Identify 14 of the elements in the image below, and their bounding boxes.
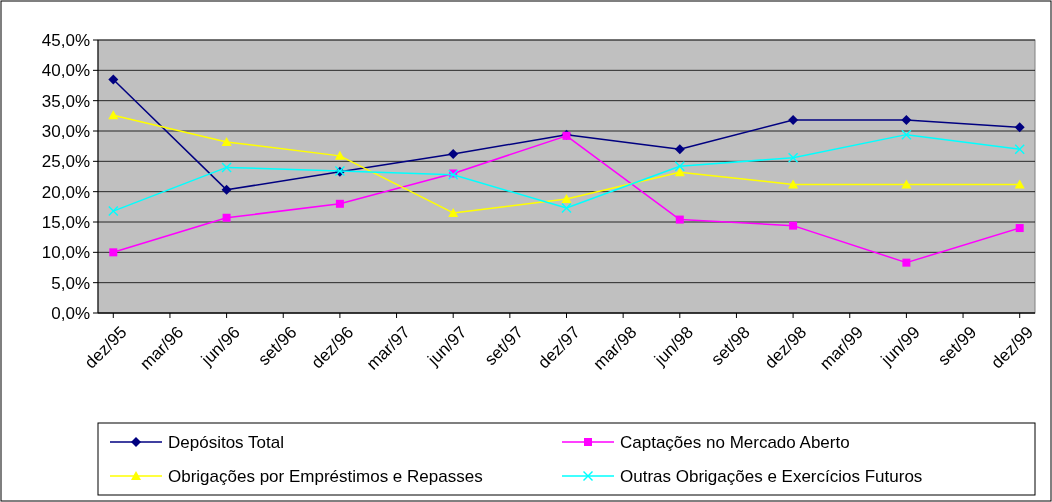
y-tick-label: 40,0%: [41, 61, 90, 81]
y-tick-label: 20,0%: [41, 182, 90, 202]
legend-label: Obrigações por Empréstimos e Repasses: [168, 466, 483, 486]
y-tick-label: 30,0%: [41, 121, 90, 141]
y-tick-label: 10,0%: [41, 243, 90, 263]
legend-label: Outras Obrigações e Exercícios Futuros: [620, 466, 923, 486]
y-tick-label: 5,0%: [51, 273, 90, 293]
y-tick-label: 15,0%: [41, 212, 90, 232]
y-tick-label: 25,0%: [41, 152, 90, 172]
y-tick-label: 35,0%: [41, 91, 90, 111]
legend-label: Captações no Mercado Aberto: [620, 432, 850, 452]
y-tick-label: 0,0%: [51, 303, 90, 323]
legend-label: Depósitos Total: [168, 432, 284, 452]
y-tick-label: 45,0%: [41, 30, 90, 50]
